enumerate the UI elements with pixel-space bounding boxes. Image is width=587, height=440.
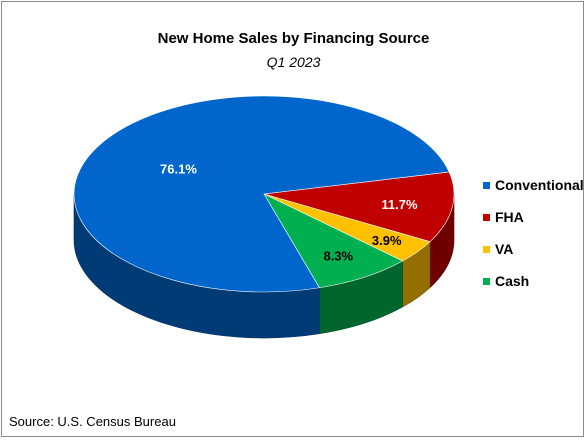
legend-label: VA <box>495 241 514 257</box>
legend-label: Cash <box>495 273 530 289</box>
chart-subtitle: Q1 2023 <box>266 54 321 70</box>
legend-label: FHA <box>495 209 524 225</box>
source-note: Source: U.S. Census Bureau <box>9 414 176 429</box>
legend-item-conventional: Conventional <box>483 169 584 201</box>
legend-swatch <box>483 245 490 253</box>
data-label-conventional: 76.1% <box>160 162 197 177</box>
pie-slices <box>73 95 455 293</box>
slice-cash <box>263 193 404 289</box>
legend-item-fha: FHA <box>483 201 584 233</box>
legend-swatch <box>483 181 490 189</box>
legend-item-cash: Cash <box>483 265 584 297</box>
chart-title: New Home Sales by Financing Source <box>157 30 430 47</box>
legend-label: Conventional <box>495 177 584 193</box>
legend-item-va: VA <box>483 233 584 265</box>
slice-conventional <box>73 95 450 293</box>
legend: Conventional FHA VA Cash <box>483 169 584 297</box>
slice-fha <box>263 171 455 243</box>
legend-swatch <box>483 213 490 221</box>
data-labels: 76.1% 11.7% 3.9% 8.3% <box>160 162 418 264</box>
data-label-fha: 11.7% <box>381 197 418 212</box>
data-label-cash: 8.3% <box>323 249 353 264</box>
data-label-va: 3.9% <box>372 233 402 248</box>
pie-side-walls <box>73 193 455 339</box>
legend-swatch <box>483 277 490 285</box>
